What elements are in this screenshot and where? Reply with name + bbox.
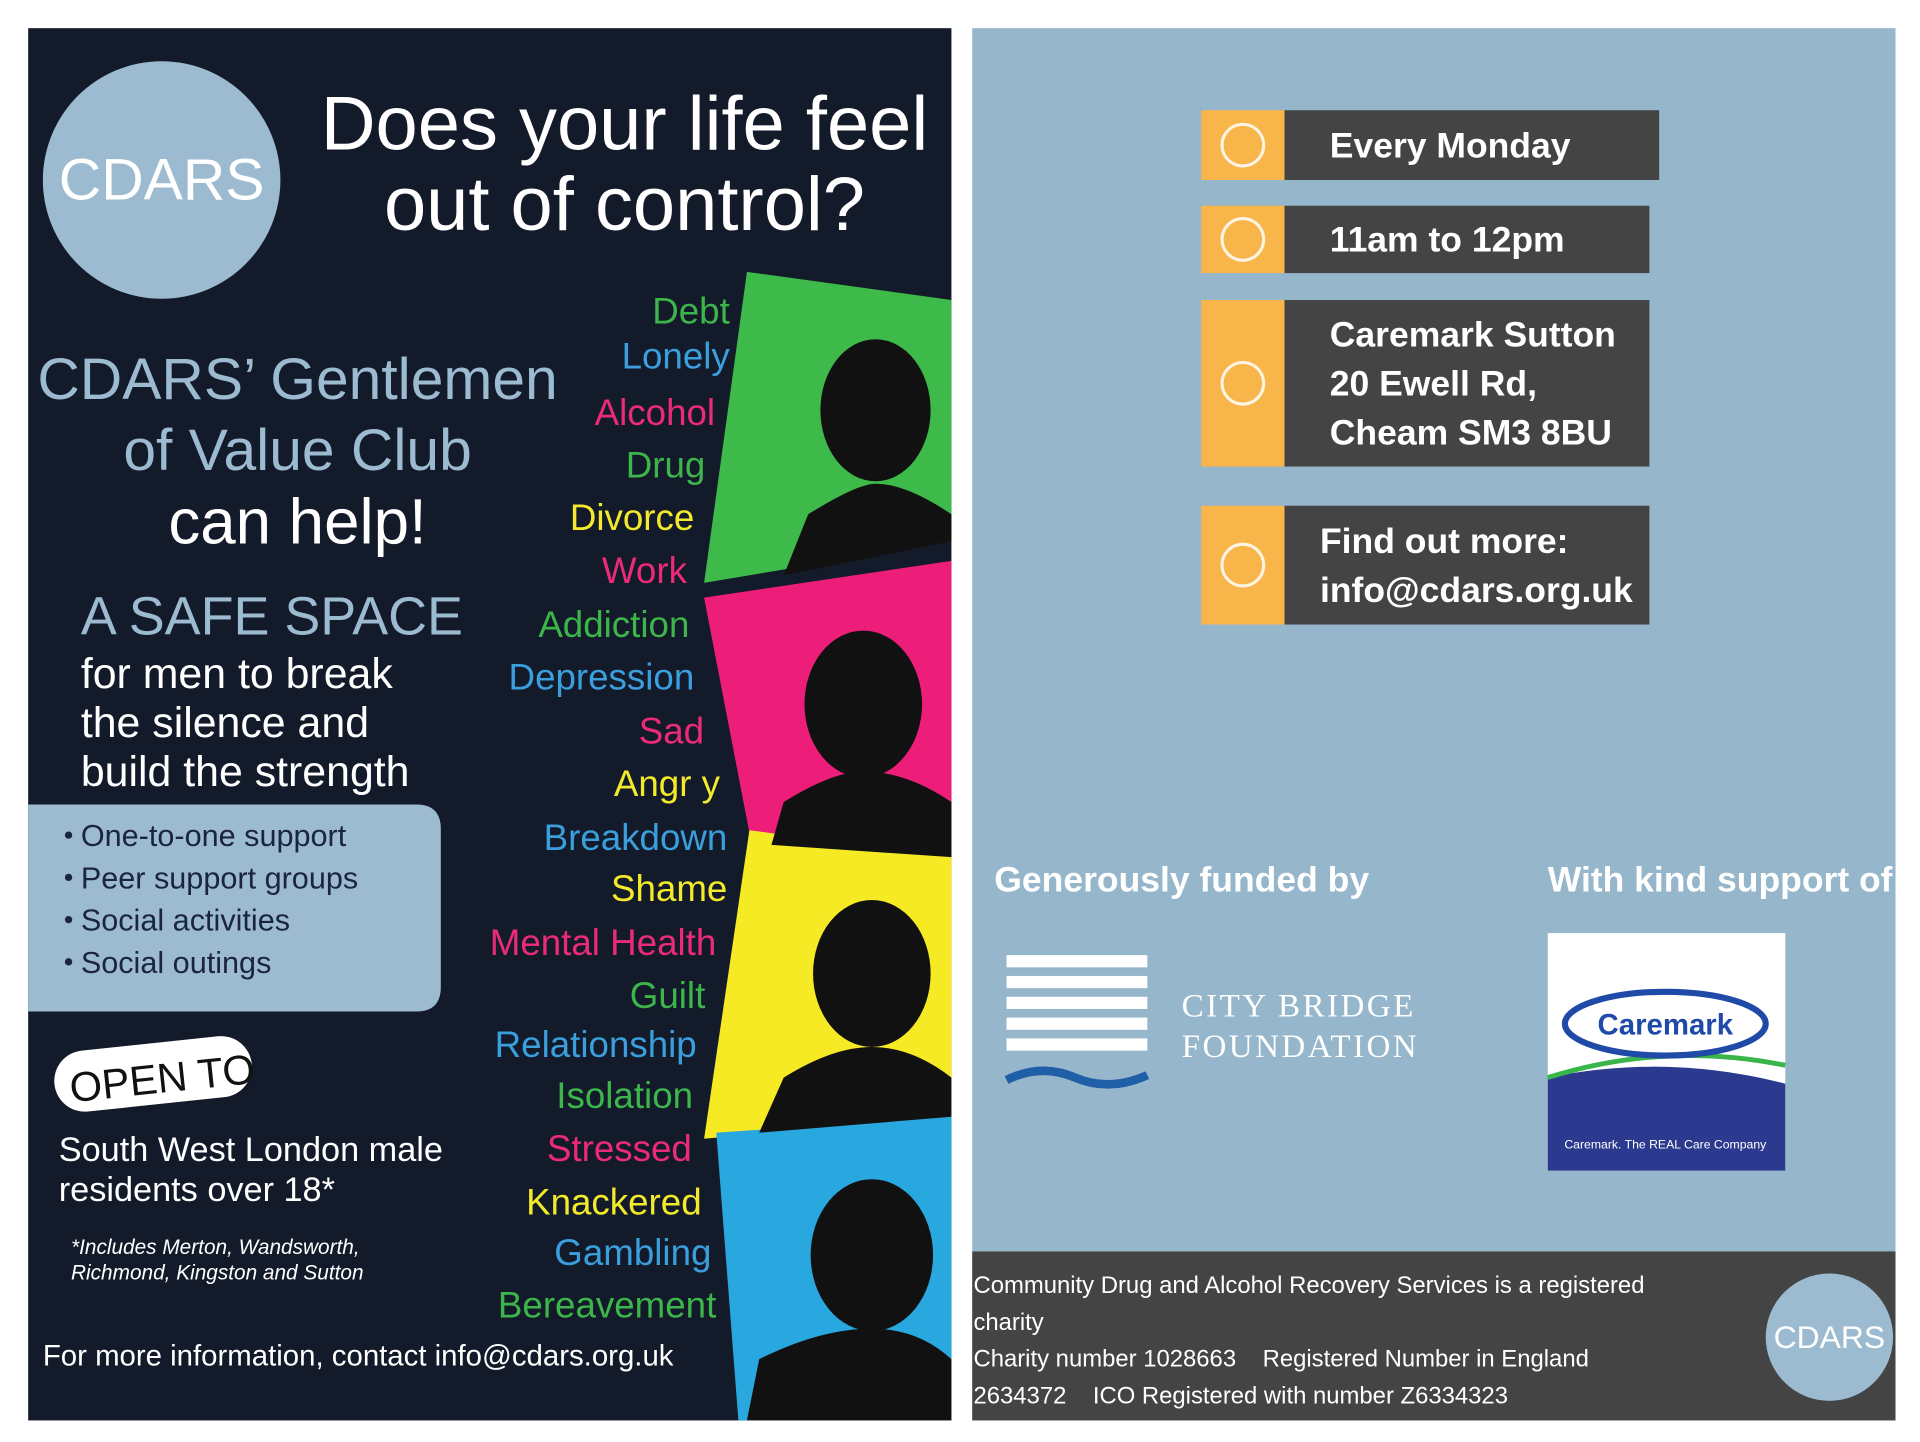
- word: Addiction: [538, 604, 689, 645]
- word: Isolation: [556, 1075, 693, 1116]
- footer-logo: CDARS: [1774, 1319, 1885, 1355]
- word: Knackered: [526, 1182, 702, 1223]
- support-of: With kind support of: [1548, 859, 1893, 899]
- bullet: [64, 915, 73, 924]
- funder-logo: [1004, 955, 1150, 1089]
- headline: Does your life feel: [321, 81, 929, 166]
- funder: CITY BRIDGE: [1182, 988, 1416, 1024]
- safe-line: build the strength: [81, 748, 410, 796]
- footer: [972, 1251, 1896, 1421]
- service: Social activities: [81, 904, 290, 938]
- club: can help!: [168, 487, 426, 558]
- word: Alcohol: [595, 392, 715, 433]
- footer-text: charity: [973, 1309, 1043, 1336]
- service: Social outings: [81, 946, 272, 980]
- word: Divorce: [570, 497, 694, 538]
- word: Bereavement: [498, 1285, 716, 1326]
- detail-text: info@cdars.org.uk: [1320, 570, 1633, 610]
- services-box: [28, 804, 441, 1012]
- detail-text: 11am to 12pm: [1330, 220, 1565, 260]
- detail-text: Caremark Sutton: [1330, 315, 1616, 355]
- word: Angr y: [614, 763, 721, 804]
- service: Peer support groups: [81, 861, 358, 895]
- word: Gambling: [554, 1232, 711, 1273]
- footnote: Richmond, Kingston and Sutton: [71, 1262, 364, 1285]
- word: Stressed: [547, 1128, 692, 1169]
- detail-icon: [1220, 360, 1266, 406]
- word: Work: [602, 550, 688, 591]
- detail-text: Every Monday: [1330, 125, 1571, 165]
- open-badge: [54, 1036, 252, 1112]
- eligibility: South West London male: [59, 1131, 443, 1169]
- bullet: [64, 958, 73, 966]
- eligibility: residents over 18*: [59, 1171, 335, 1209]
- footer-logo-circle: [1765, 1273, 1894, 1401]
- footer-text: 2634372 ICO Registered with number Z6334…: [973, 1382, 1508, 1409]
- word: Relationship: [495, 1024, 697, 1065]
- supporter-name: Caremark: [1598, 1009, 1734, 1042]
- supporter-band: [1547, 1066, 1786, 1171]
- detail-icon-box: [1201, 205, 1285, 274]
- word: Lonely: [622, 336, 731, 377]
- detail-text: 20 Ewell Rd,: [1330, 364, 1537, 404]
- detail-icon: [1220, 217, 1266, 262]
- supporter-tagline: Caremark. The REAL Care Company: [1564, 1138, 1767, 1152]
- footnote: *Includes Merton, Wandsworth,: [71, 1236, 360, 1259]
- safe-line: the silence and: [81, 699, 369, 747]
- silhouettes: [746, 339, 952, 1421]
- word: Sad: [639, 710, 704, 751]
- detail-box: [1284, 205, 1650, 274]
- safe-line: for men to break: [81, 650, 394, 698]
- footer-text: Charity number 1028663 Registered Number…: [973, 1346, 1588, 1373]
- bullet: [64, 831, 73, 839]
- detail-icon: [1220, 122, 1266, 168]
- logo-circle: [42, 61, 281, 299]
- footer-text: Community Drug and Alcohol Recovery Serv…: [973, 1272, 1644, 1299]
- detail-text: Cheam SM3 8BU: [1330, 413, 1612, 453]
- detail-box: [1284, 300, 1650, 467]
- supporter-oval: [1561, 988, 1769, 1059]
- detail-box: [1284, 505, 1650, 625]
- club: of Value Club: [123, 418, 471, 483]
- word: Depression: [509, 656, 695, 697]
- word: Drug: [626, 445, 706, 486]
- bullet: [64, 873, 73, 882]
- detail-text: Find out more:: [1320, 521, 1568, 561]
- detail-icon-box: [1201, 110, 1285, 181]
- word: Debt: [652, 290, 730, 331]
- service: One-to-one support: [81, 819, 347, 853]
- logo: CDARS: [59, 148, 265, 213]
- funder: FOUNDATION: [1182, 1029, 1419, 1065]
- contact: For more information, contact info@cdars…: [43, 1339, 674, 1372]
- word: Guilt: [630, 975, 706, 1016]
- funded-by: Generously funded by: [994, 859, 1369, 899]
- detail-icon-box: [1201, 505, 1285, 625]
- detail-icon-box: [1201, 300, 1285, 467]
- word: Breakdown: [544, 817, 728, 858]
- headline: out of control?: [384, 162, 865, 247]
- word: Shame: [611, 868, 727, 909]
- detail-box: [1284, 110, 1660, 181]
- detail-icon: [1220, 542, 1266, 588]
- safe-heading: A SAFE SPACE: [81, 586, 463, 646]
- word: Mental Health: [490, 922, 717, 963]
- club: CDARS’ Gentlemen: [37, 347, 557, 412]
